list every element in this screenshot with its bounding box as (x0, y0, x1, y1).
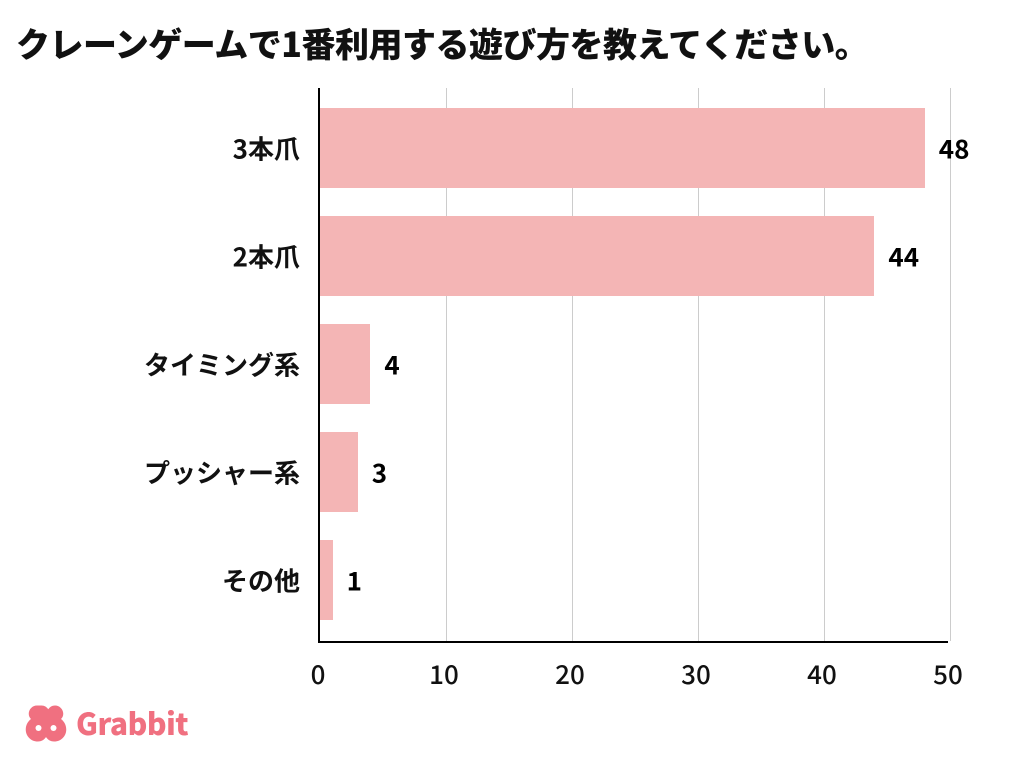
bar-value-label: 3 (372, 454, 387, 491)
y-axis-label: 3本爪 (233, 130, 300, 167)
plot-area (318, 88, 948, 643)
x-axis-label: 10 (429, 655, 459, 692)
y-axis-label: プッシャー系 (144, 454, 300, 491)
x-axis-label: 40 (807, 655, 837, 692)
brand-logo: Grabbit (22, 698, 188, 746)
y-axis-label: タイミング系 (144, 346, 300, 383)
chart-title: クレーンゲームで1番利用する遊び方を教えてください。 (16, 18, 868, 67)
x-axis-label: 50 (933, 655, 963, 692)
logo-icon (22, 698, 70, 746)
bar-value-label: 44 (888, 238, 919, 275)
bar (320, 540, 333, 620)
gridline (950, 88, 951, 641)
bar (320, 108, 925, 188)
bar-value-label: 48 (939, 130, 970, 167)
bar (320, 216, 874, 296)
y-axis-label: その他 (222, 562, 300, 599)
x-axis-label: 0 (311, 655, 326, 692)
bar (320, 432, 358, 512)
bar (320, 324, 370, 404)
x-axis-label: 30 (681, 655, 711, 692)
x-axis-label: 20 (555, 655, 585, 692)
y-axis-label: 2本爪 (233, 238, 300, 275)
chart: 0 10 20 30 40 50 3本爪 48 2本爪 44 タイミング系 4 プッシャー系 3 その他 1 (0, 88, 1024, 703)
bar-value-label: 4 (384, 346, 399, 383)
logo-text: Grabbit (76, 700, 188, 744)
chart-area: 0 10 20 30 40 50 3本爪 48 2本爪 44 タイミング系 4 プッシャー系 3 その他 1 (0, 88, 1024, 703)
page: クレーンゲームで1番利用する遊び方を教えてください。 0 10 20 30 40 50 3本… (0, 0, 1024, 768)
bar-value-label: 1 (347, 562, 362, 599)
